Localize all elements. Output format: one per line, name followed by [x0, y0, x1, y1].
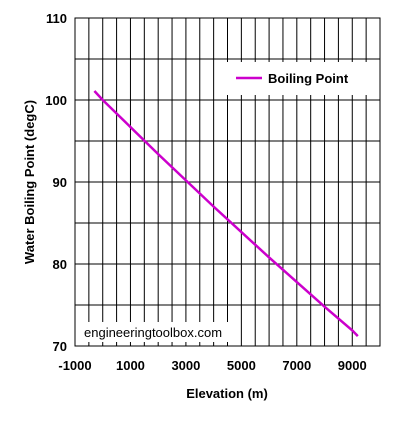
legend: Boiling Point: [226, 62, 368, 95]
x-tick-label: 7000: [282, 358, 311, 373]
y-tick-label: 90: [53, 175, 67, 190]
watermark-bg: [80, 322, 236, 342]
y-tick-label: 100: [45, 93, 67, 108]
x-axis-ticks: -1000 1000 3000 5000 7000 9000: [58, 358, 366, 373]
watermark-text: engineeringtoolbox.com: [84, 325, 222, 340]
y-axis-ticks: 70 80 90 100 110: [45, 11, 67, 354]
plot-frame: [74, 17, 381, 347]
x-tick-label: 3000: [171, 358, 200, 373]
y-axis-title: Water Boiling Point (degC): [22, 100, 37, 264]
x-axis-title: Elevation (m): [186, 386, 268, 401]
x-tick-label: 9000: [338, 358, 367, 373]
grid: [75, 18, 380, 346]
y-tick-label: 80: [53, 257, 67, 272]
x-tick-label: 1000: [116, 358, 145, 373]
legend-label: Boiling Point: [268, 71, 349, 86]
x-tick-label: -1000: [58, 358, 91, 373]
series-line-boiling-point: [93, 90, 359, 338]
y-tick-label: 110: [46, 11, 67, 26]
y-tick-label: 70: [53, 339, 67, 354]
x-tick-label: 5000: [227, 358, 256, 373]
